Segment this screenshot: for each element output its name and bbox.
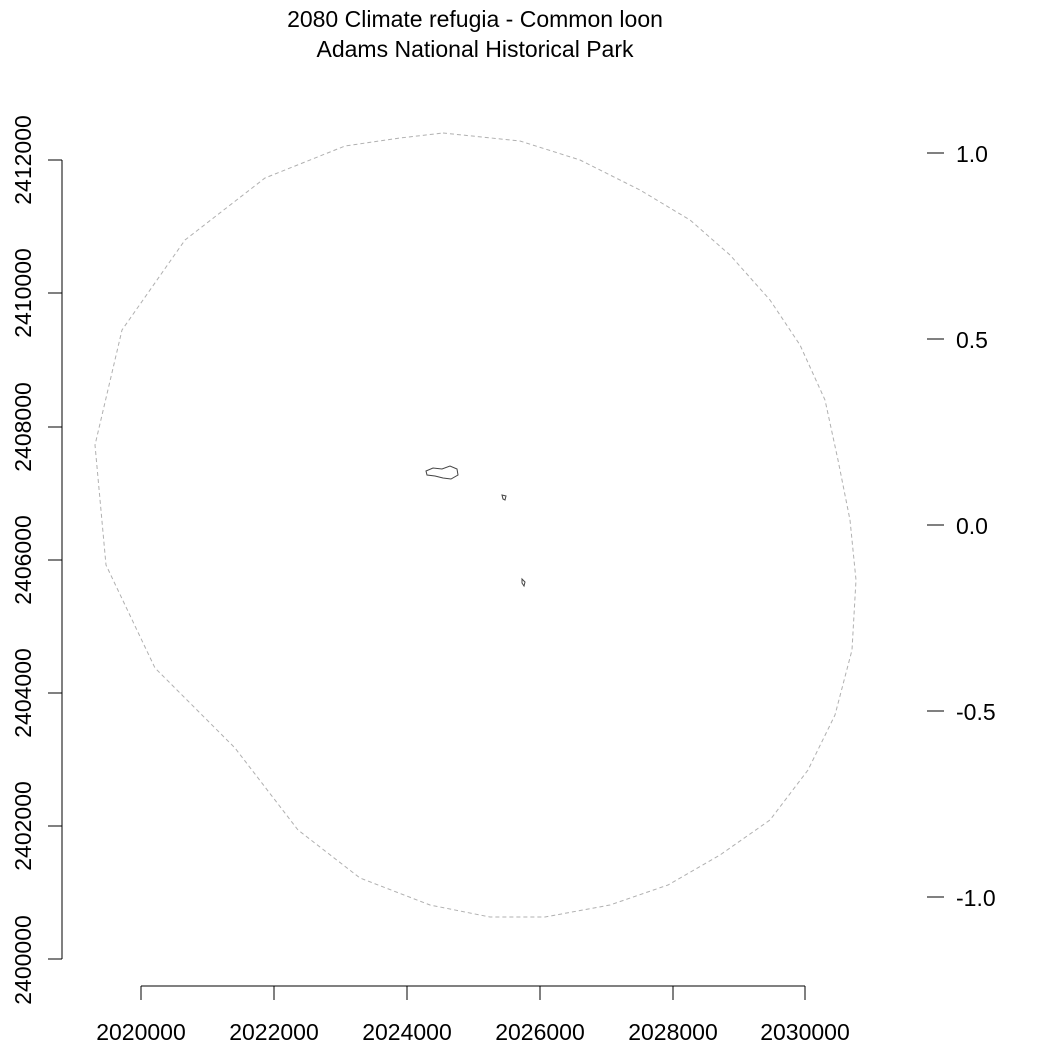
x-tick-label: 2026000: [495, 1019, 585, 1045]
buffer-boundary: [94, 132, 857, 918]
x-tick-label: 2022000: [229, 1019, 319, 1045]
legend-tick-label: -1.0: [956, 885, 996, 911]
refugia-patch-small-2: [521, 577, 526, 588]
legend-scale: 1.0 0.5 0.0 -0.5 -1.0: [927, 141, 996, 911]
x-tick-label: 2030000: [760, 1019, 850, 1045]
y-tick-label: 2410000: [10, 248, 36, 338]
x-axis: 2020000 2022000 2024000 2026000 2028000 …: [96, 985, 850, 1045]
y-tick-label: 2404000: [10, 648, 36, 738]
map-title-line2: Adams National Historical Park: [316, 36, 634, 62]
legend-tick-label: 0.5: [956, 327, 988, 353]
y-tick-label: 2406000: [10, 515, 36, 605]
x-tick-label: 2020000: [96, 1019, 186, 1045]
y-tick-label: 2412000: [10, 115, 36, 205]
x-tick-label: 2028000: [628, 1019, 718, 1045]
y-axis: 2400000 2402000 2404000 2406000 2408000 …: [10, 115, 63, 1005]
legend-tick-label: 1.0: [956, 141, 988, 167]
legend-tick-label: -0.5: [956, 699, 996, 725]
map-title-line1: 2080 Climate refugia - Common loon: [287, 6, 663, 32]
legend-tick-label: 0.0: [956, 513, 988, 539]
refugia-patch-small-1: [501, 494, 507, 501]
x-tick-label: 2024000: [362, 1019, 452, 1045]
refugia-patch-main: [425, 465, 459, 480]
y-tick-label: 2400000: [10, 915, 36, 1005]
y-tick-label: 2402000: [10, 781, 36, 871]
y-tick-label: 2408000: [10, 382, 36, 472]
